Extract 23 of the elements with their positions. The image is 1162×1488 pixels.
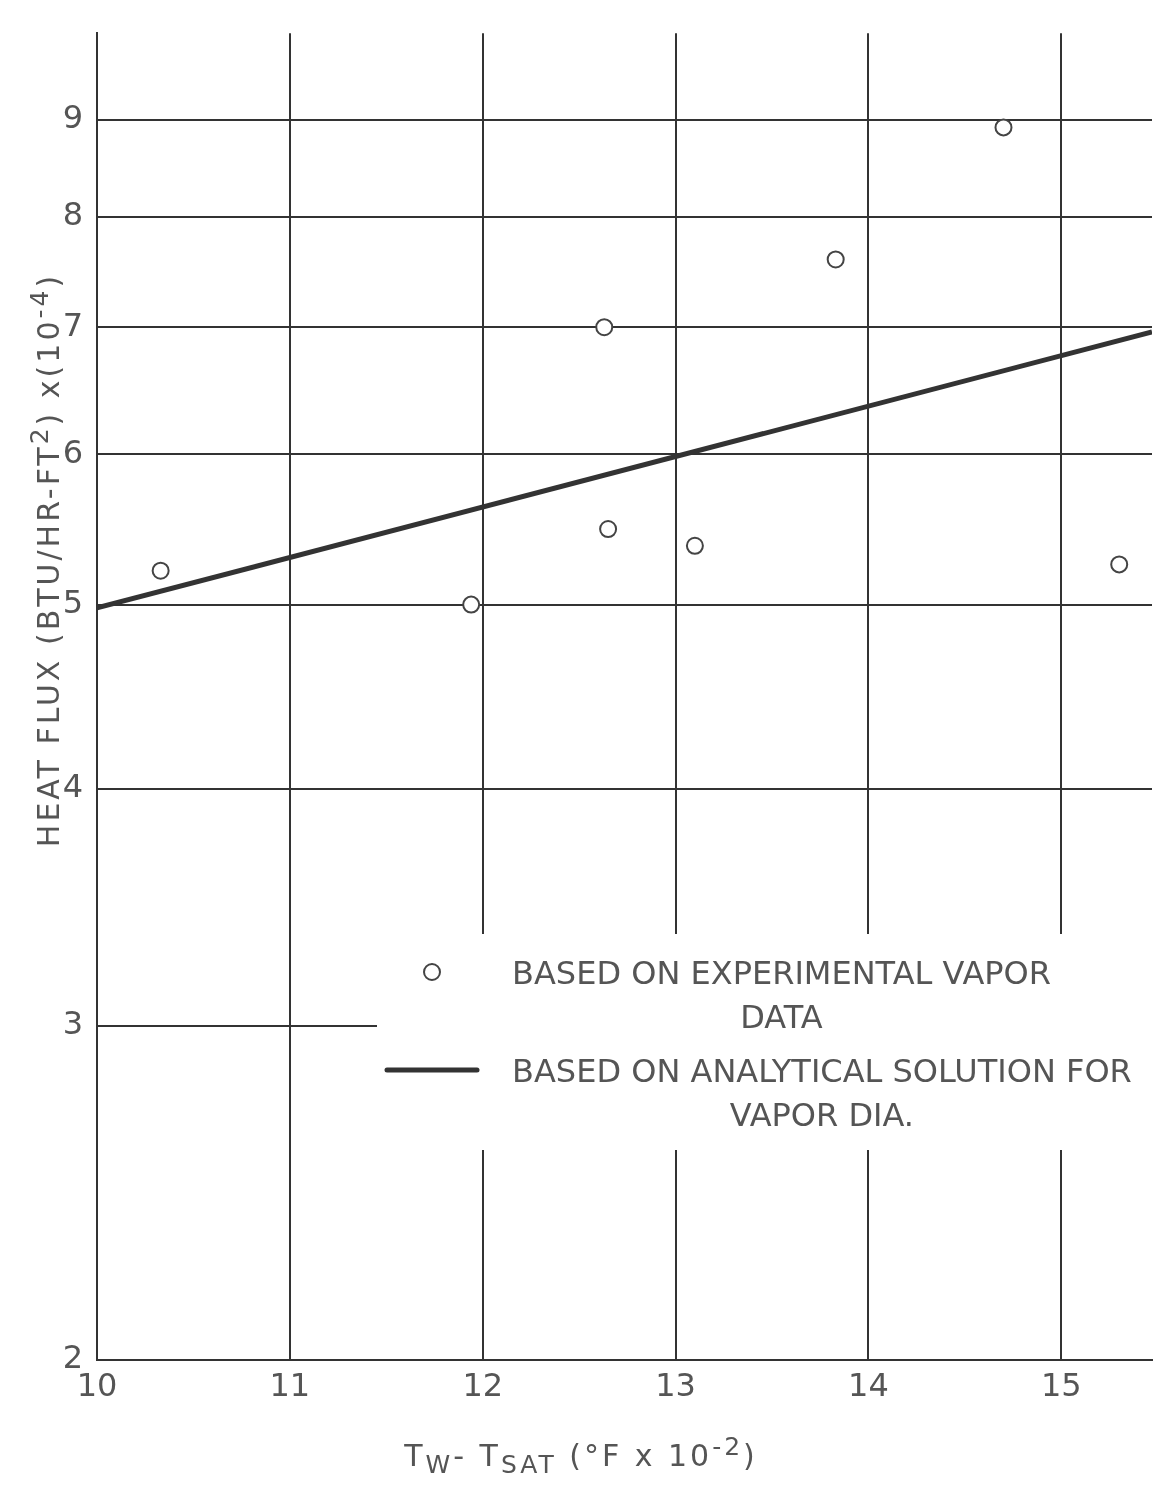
y-tick-label: 9: [62, 98, 83, 137]
y-tick-label: 4: [62, 766, 83, 805]
x-tick-label: 14: [848, 1365, 889, 1404]
point: [685, 536, 704, 555]
y-tick-label: 5: [62, 582, 83, 621]
y-tick-label: 7: [62, 305, 83, 344]
point: [595, 318, 614, 337]
x-tick-label: 13: [655, 1365, 696, 1404]
y-tick-label: 6: [62, 432, 83, 471]
x-tick-label: 15: [1040, 1365, 1082, 1404]
y-tick-label: 8: [62, 195, 83, 234]
legend-label: BASED ON ANALYTICAL SOLUTION FOR VAPOR DIA.: [512, 1052, 1132, 1135]
x-tick-label: 12: [462, 1365, 504, 1404]
x-axis-title: T$_{W}$- T$_{SAT}$ (°F x 10$^{-2}$): [403, 1432, 759, 1479]
point: [1110, 555, 1129, 574]
x-tick-label: 11: [269, 1365, 311, 1404]
legend-label: BASED ON EXPERIMENTAL VAPOR DATA: [512, 954, 1051, 1037]
point: [599, 520, 618, 539]
point: [462, 595, 481, 614]
point: [826, 250, 845, 269]
y-tick-label: 3: [62, 1004, 83, 1043]
point: [994, 118, 1013, 137]
point: [151, 561, 170, 580]
